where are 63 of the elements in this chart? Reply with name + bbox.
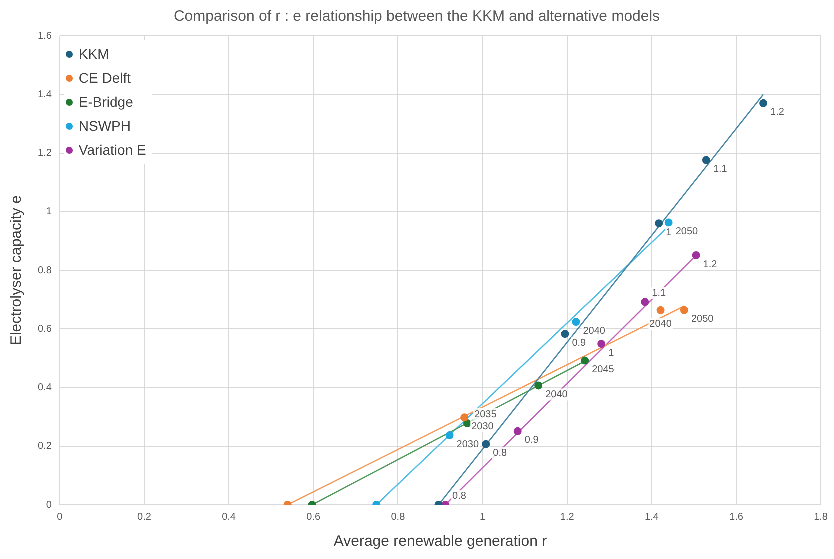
x-tick-label: 0 bbox=[57, 512, 64, 523]
y-tick-label: 1 bbox=[46, 206, 52, 218]
point bbox=[581, 356, 590, 365]
point bbox=[656, 306, 665, 314]
y-tick-label: 0.4 bbox=[38, 382, 52, 394]
annotation: 0.8 bbox=[452, 490, 467, 502]
x-tick-label: 1.2 bbox=[560, 512, 575, 523]
x-tick-label: 0.6 bbox=[306, 512, 322, 523]
point bbox=[598, 340, 606, 348]
x-tick-label: 1 bbox=[480, 512, 486, 523]
point bbox=[446, 432, 454, 440]
annotation: 1 bbox=[608, 348, 615, 359]
annotation: 1.2 bbox=[703, 259, 718, 270]
annotation: 1.2 bbox=[770, 107, 785, 118]
point bbox=[572, 318, 580, 326]
point bbox=[664, 218, 673, 227]
point bbox=[561, 330, 570, 338]
annotation: 2030 bbox=[472, 421, 494, 432]
point bbox=[534, 382, 543, 390]
point bbox=[680, 306, 688, 314]
chart-title: Comparison of r : e relationship between the KKM and alternative models bbox=[172, 8, 662, 25]
y-tick-label: 0.8 bbox=[38, 265, 52, 276]
annotation: 0.8 bbox=[493, 448, 508, 460]
x-tick-label: 0.4 bbox=[222, 512, 236, 523]
legend-label: E-Bridge bbox=[78, 94, 134, 110]
annotation: 2040 bbox=[650, 319, 672, 330]
annotation: 2035 bbox=[474, 409, 498, 420]
annotation: 0.9 bbox=[572, 338, 587, 349]
annotation: 0.9 bbox=[524, 435, 540, 446]
y-tick-label: 0.2 bbox=[38, 441, 52, 452]
legend-label: KKM bbox=[78, 46, 110, 62]
annotation: 2050 bbox=[676, 226, 699, 238]
legend-label: CE Delft bbox=[78, 70, 132, 86]
point bbox=[482, 440, 490, 448]
point bbox=[514, 427, 522, 436]
legend-label: Variation E bbox=[78, 142, 146, 158]
x-tick-label: 0.8 bbox=[391, 512, 406, 523]
annotation: 2040 bbox=[583, 326, 606, 337]
y-axis-title: Electrolyser capacity e bbox=[8, 195, 26, 346]
annotation: 2045 bbox=[592, 364, 615, 376]
point bbox=[702, 156, 710, 164]
x-tick-label: 0.2 bbox=[138, 512, 152, 523]
legend-label: NSWPH bbox=[78, 118, 132, 134]
y-tick-label: 1.2 bbox=[38, 148, 52, 159]
x-tick-label: 1.6 bbox=[730, 512, 744, 523]
x-tick-label: 1.4 bbox=[644, 512, 660, 523]
annotation: 2050 bbox=[691, 314, 714, 326]
annotation: 1 bbox=[666, 227, 672, 238]
y-tick-label: 0 bbox=[46, 500, 52, 511]
x-axis-title: Average renewable generation r bbox=[334, 533, 548, 550]
annotation: 2040 bbox=[546, 389, 568, 400]
annotation: 2030 bbox=[456, 439, 480, 450]
point bbox=[460, 414, 469, 422]
y-tick-label: 1.4 bbox=[38, 89, 52, 100]
y-tick-label: 1.6 bbox=[38, 30, 52, 42]
x-tick-label: 1.8 bbox=[814, 512, 828, 523]
point bbox=[655, 220, 664, 228]
y-tick-label: 0.6 bbox=[38, 324, 52, 335]
point bbox=[760, 99, 768, 108]
annotation: 1.1 bbox=[652, 288, 666, 299]
annotation: 1.1 bbox=[713, 164, 728, 176]
point bbox=[641, 298, 650, 306]
point bbox=[692, 252, 700, 260]
